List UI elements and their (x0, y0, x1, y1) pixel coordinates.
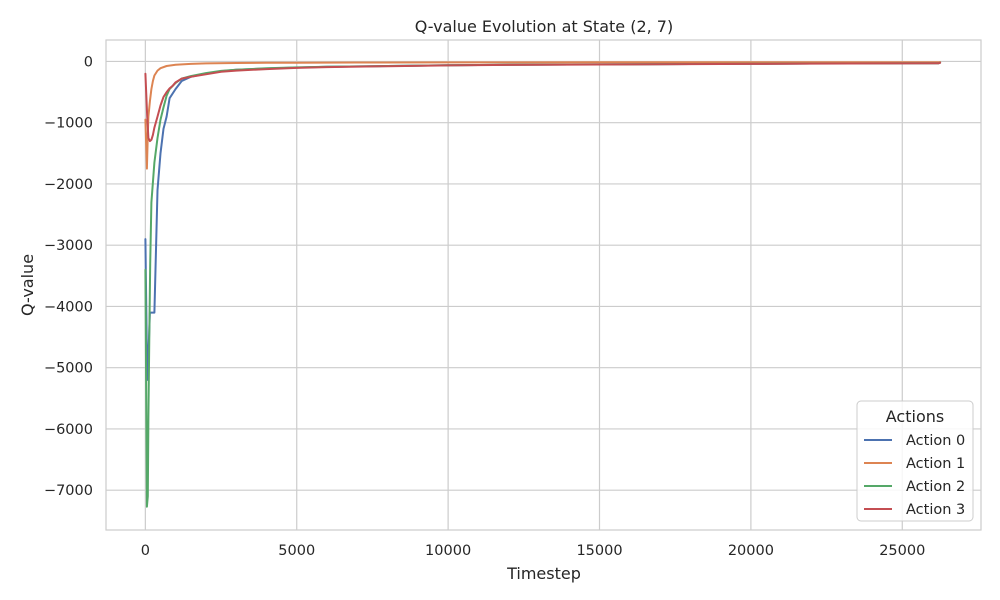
y-tick-label: −2000 (44, 177, 93, 193)
x-tick-label: 20000 (728, 543, 774, 559)
x-axis-label: Timestep (506, 564, 581, 583)
legend-label-action-3: Action 3 (906, 502, 965, 518)
chart-title: Q-value Evolution at State (2, 7) (415, 17, 673, 36)
x-tick-label: 10000 (425, 543, 471, 559)
x-tick-label: 0 (141, 543, 150, 559)
y-tick-label: −5000 (44, 361, 93, 377)
legend-label-action-2: Action 2 (906, 479, 965, 495)
legend-title: Actions (886, 407, 944, 426)
y-tick-label: −1000 (44, 116, 93, 132)
y-tick-label: −6000 (44, 422, 93, 438)
grid (106, 40, 981, 530)
legend: Actions Action 0 Action 1 Action 2 Action 3 (856, 400, 974, 522)
y-tick-labels: 0 −1000 −2000 −3000 −4000 −5000 −6000 −7000 (44, 54, 93, 499)
y-tick-label: −3000 (44, 238, 93, 254)
series-line-action-3 (144, 61, 942, 143)
x-tick-label: 15000 (576, 543, 622, 559)
series-lines (144, 61, 942, 508)
y-tick-label: −7000 (44, 483, 93, 499)
legend-label-action-1: Action 1 (906, 456, 965, 472)
x-tick-labels: 0 5000 10000 15000 20000 25000 (141, 543, 926, 559)
plot-frame (105, 39, 982, 531)
y-tick-label: 0 (84, 54, 93, 70)
legend-box (856, 400, 974, 522)
y-axis-label: Q-value (18, 254, 37, 316)
x-tick-label: 25000 (879, 543, 925, 559)
y-tick-label: −4000 (44, 299, 93, 315)
legend-label-action-0: Action 0 (906, 433, 965, 449)
series-line-action-1 (144, 61, 942, 170)
x-tick-label: 5000 (278, 543, 315, 559)
